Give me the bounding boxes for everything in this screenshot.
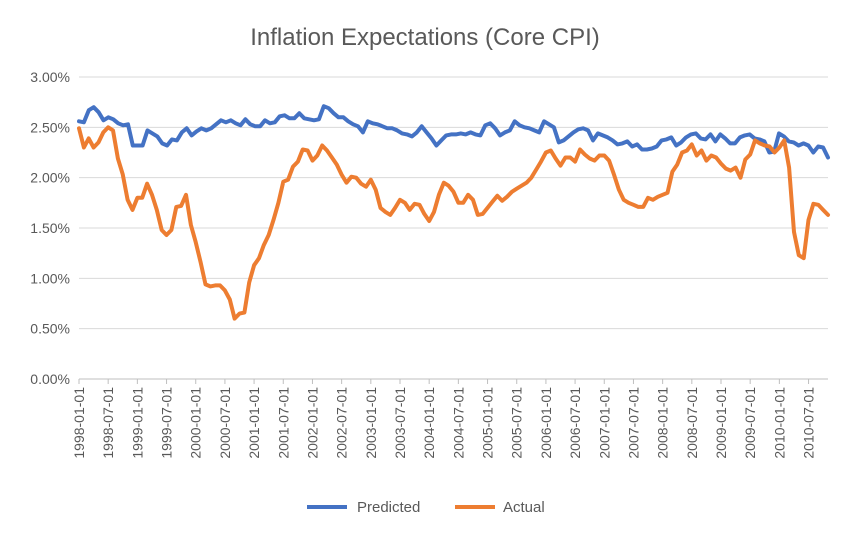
series-line-actual: [77, 125, 830, 321]
x-tick-label: 2003-01-01: [363, 387, 379, 459]
x-tick-label: 2004-01-01: [421, 387, 437, 459]
x-tick-label: 2009-07-01: [742, 387, 758, 459]
x-tick-label: 2002-01-01: [304, 387, 320, 459]
x-tick-label: 2003-07-01: [392, 387, 408, 459]
x-tick-label: 2009-01-01: [713, 387, 729, 459]
legend: Predicted Actual: [307, 499, 545, 516]
y-tick-label: 1.00%: [30, 270, 70, 286]
y-axis-ticks: 0.00% 0.50% 1.00% 1.50% 2.00% 2.50% 3.00%: [30, 69, 70, 387]
series-lines: [77, 104, 830, 321]
x-tick-label: 2001-01-01: [246, 387, 262, 459]
legend-label-predicted: Predicted: [357, 499, 420, 516]
x-tick-label: 2006-01-01: [538, 387, 554, 459]
x-tick-label: 2000-07-01: [217, 387, 233, 459]
x-tick-label: 2004-07-01: [450, 387, 466, 459]
x-tick-label: 2005-01-01: [480, 387, 496, 459]
x-tick-label: 1999-01-01: [129, 387, 145, 459]
x-tick-label: 2010-01-01: [771, 387, 787, 459]
x-tick-label: 1998-01-01: [71, 387, 87, 459]
series-line-predicted: [77, 104, 830, 160]
y-tick-label: 0.00%: [30, 371, 70, 387]
x-tick-label: 1999-07-01: [159, 387, 175, 459]
x-tick-label: 2001-07-01: [275, 387, 291, 459]
x-tick-label: 2007-07-01: [625, 387, 641, 459]
y-tick-label: 2.00%: [30, 170, 70, 186]
y-tick-label: 3.00%: [30, 69, 70, 85]
x-tick-label: 2008-01-01: [655, 387, 671, 459]
x-tick-label: 1998-07-01: [100, 387, 116, 459]
x-tick-label: 2008-07-01: [684, 387, 700, 459]
y-tick-label: 2.50%: [30, 119, 70, 135]
x-tick-label: 2002-07-01: [334, 387, 350, 459]
x-axis-ticks: 1998-01-01 1998-07-01 1999-01-01 1999-07-01…: [71, 379, 817, 459]
legend-label-actual: Actual: [503, 499, 545, 516]
x-tick-label: 2007-01-01: [596, 387, 612, 459]
x-tick-label: 2000-01-01: [188, 387, 204, 459]
x-tick-label: 2005-07-01: [509, 387, 525, 459]
x-tick-label: 2006-07-01: [567, 387, 583, 459]
x-tick-label: 2010-07-01: [801, 387, 817, 459]
y-tick-label: 0.50%: [30, 321, 70, 337]
y-tick-label: 1.50%: [30, 220, 70, 236]
chart-title: Inflation Expectations (Core CPI): [250, 24, 600, 51]
